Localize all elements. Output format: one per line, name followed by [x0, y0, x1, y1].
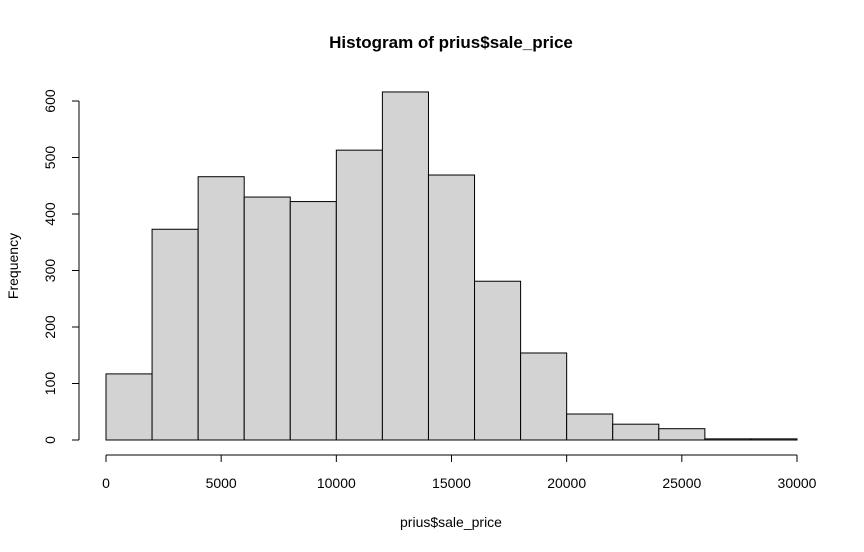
x-tick-label: 5000: [206, 475, 237, 491]
histogram-bar: [566, 413, 614, 441]
histogram-bars: [105, 91, 798, 441]
histogram-bar: [520, 352, 568, 441]
x-tick-label: 25000: [662, 475, 701, 491]
histogram-bar: [474, 280, 522, 441]
x-tick-label: 20000: [547, 475, 586, 491]
histogram-bar: [335, 149, 383, 441]
y-tick-label: 100: [42, 372, 58, 396]
y-tick-label: 0: [42, 436, 58, 444]
y-tick-label: 400: [42, 202, 58, 226]
y-tick-label: 200: [42, 315, 58, 339]
x-tick-label: 30000: [778, 475, 817, 491]
histogram-bar: [612, 423, 660, 441]
x-axis-label: prius$sale_price: [400, 514, 502, 530]
histogram-bar: [197, 176, 245, 441]
histogram-bar: [243, 196, 291, 441]
histogram-bar: [105, 373, 153, 441]
chart-title: Histogram of prius$sale_price: [329, 33, 573, 52]
histogram-bar: [151, 228, 199, 441]
histogram-bar: [289, 201, 337, 441]
y-axis-label: Frequency: [5, 233, 21, 299]
x-tick-label: 15000: [432, 475, 471, 491]
histogram-bar: [704, 438, 752, 441]
histogram-bar: [658, 428, 706, 441]
histogram-bar: [750, 438, 798, 441]
x-axis: 0 5000 10000 15000 20000 25000 30000: [102, 454, 817, 491]
y-tick-label: 500: [42, 146, 58, 170]
x-tick-label: 10000: [317, 475, 356, 491]
y-axis: 0 100 200 300 400 500 600: [42, 89, 80, 444]
x-tick-label: 0: [102, 475, 110, 491]
histogram-bar: [427, 174, 476, 441]
y-tick-label: 600: [42, 89, 58, 113]
y-tick-label: 300: [42, 259, 58, 283]
histogram-bar: [381, 91, 429, 441]
